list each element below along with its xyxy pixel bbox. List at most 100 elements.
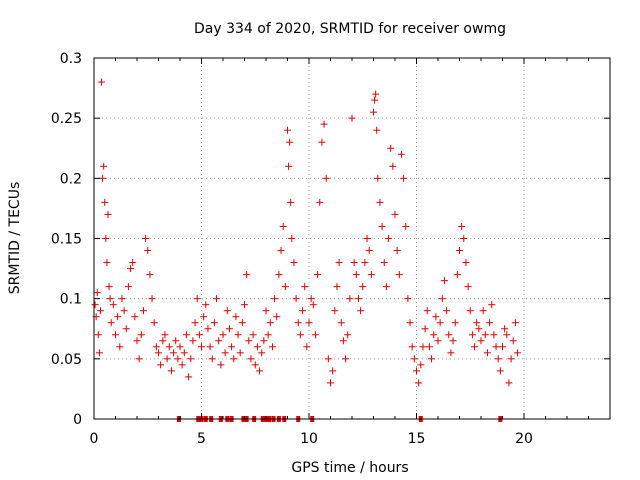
data-point [120,307,128,315]
data-point [322,174,330,182]
data-point [161,331,169,339]
data-point [262,307,270,315]
data-point [236,349,244,357]
data-point [503,331,511,339]
data-point [135,355,143,363]
x-tick-label: 20 [515,431,533,447]
data-point [421,325,429,333]
data-point [286,138,294,146]
data-point [402,222,410,230]
data-point [473,319,481,327]
y-axis-label: SRMTID / TECUs [7,182,23,295]
y-tick-label: 0.25 [51,111,82,127]
data-point [247,355,255,363]
data-point [324,355,332,363]
data-point [210,319,218,327]
data-point [350,259,358,267]
data-point [230,355,238,363]
data-point [438,295,446,303]
data-point [170,349,178,357]
data-point [440,277,448,285]
data-point [475,325,483,333]
data-point [468,331,476,339]
data-point [251,361,259,369]
data-point [253,343,261,351]
data-point [94,331,102,339]
data-point [176,343,184,351]
data-point [305,319,313,327]
data-point [430,331,438,339]
data-point [241,301,248,309]
data-point [243,271,251,279]
data-point [159,337,167,345]
data-point [187,355,195,363]
data-point [296,331,304,339]
data-point [93,289,101,297]
data-point [303,343,311,351]
data-point [329,367,337,375]
data-point [198,343,205,351]
data-point [372,90,380,98]
data-point [382,283,390,291]
data-point [273,313,281,321]
data-point [307,295,315,303]
data-point [318,138,326,146]
data-point [301,283,309,291]
data-point [112,331,119,339]
data-point [374,174,382,182]
data-point [221,349,229,357]
x-tick-label: 0 [90,431,99,447]
data-point [466,307,474,315]
x-tick-label: 10 [300,431,318,447]
data-point [277,247,285,255]
data-point [415,379,423,387]
data-point [217,361,225,369]
data-point [219,331,227,339]
data-point [400,174,408,182]
data-point [348,114,356,122]
data-point [191,319,199,327]
data-point [385,235,393,242]
data-point [96,307,104,315]
data-point [363,235,371,242]
data-point [499,343,506,351]
data-point [428,355,436,363]
data-point [142,235,150,242]
plot-frame [93,57,611,420]
data-point [483,349,491,357]
data-point [316,198,324,206]
x-axis-ticks: 0 5 10 15 20 [90,58,611,447]
data-point [511,319,519,327]
data-point [122,325,130,333]
data-point [98,78,106,86]
data-point [213,295,221,303]
data-point [449,337,457,345]
data-point [492,343,500,351]
data-point [359,283,367,291]
data-point [432,313,440,321]
data-point [234,331,242,339]
data-point [346,295,354,303]
data-point [204,325,212,333]
data-point [195,331,203,339]
data-point [397,150,405,158]
x-tick-label: 5 [197,431,206,447]
data-point [290,259,298,267]
data-point [155,349,162,357]
data-point [352,271,360,279]
data-point [501,325,509,333]
data-point [337,319,345,327]
data-point [365,247,373,255]
data-point [434,337,442,345]
data-point [288,235,296,242]
data-point [505,379,513,387]
data-point [311,331,319,339]
data-point [361,259,369,267]
data-point [292,295,300,303]
data-point [116,343,124,351]
data-point [206,343,214,351]
data-point [245,337,253,345]
data-point [165,343,173,351]
data-point [406,319,414,327]
data-point [354,295,362,303]
